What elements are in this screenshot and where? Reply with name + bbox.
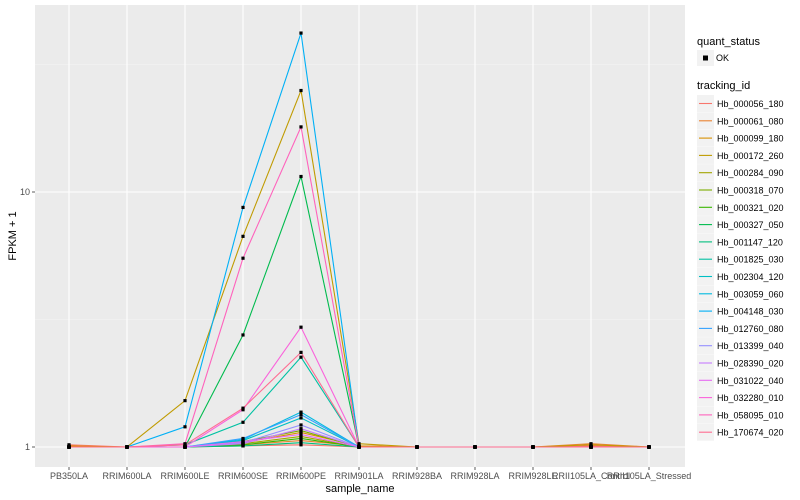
legend-label: Hb_012760_080 [717,324,784,334]
x-tick-label: RRIM600LA [102,471,151,481]
x-tick-label: RRIM600LE [160,471,209,481]
data-point [241,442,245,446]
legend-label: Hb_000172_260 [717,151,784,161]
legend-label: Hb_170674_020 [717,428,784,438]
data-point [299,428,303,433]
legend-label: Hb_000061_080 [717,116,784,126]
data-point [357,445,361,449]
legend-label: Hb_058095_010 [717,410,784,420]
x-tick-label: RRII105LA_Control [552,471,630,481]
legend-label: Hb_031022_040 [717,376,784,386]
legend-label: Hb_013399_040 [717,341,784,351]
data-point [183,445,187,449]
data-point [299,174,303,179]
data-point [589,445,593,449]
legend-label: Hb_032280_010 [717,393,784,403]
panel-background [35,5,685,467]
data-point [589,443,593,447]
data-point [357,442,361,446]
data-point [241,234,245,238]
x-tick-label: PB350LA [50,471,88,481]
data-point [299,438,303,443]
data-point [299,325,303,329]
legend-label: Hb_004148_030 [717,307,784,317]
y-tick-label: 10 [20,187,30,197]
data-point [241,444,245,448]
data-point [299,88,303,93]
data-point [299,412,303,417]
data-point [125,445,129,449]
legend-label: Hb_003059_060 [717,289,784,299]
data-point [241,256,245,260]
x-tick-label: RRIM928LA [450,471,499,481]
legend-label: Hb_000284_090 [717,168,784,178]
legend-label: Hb_000099_180 [717,134,784,144]
data-point [299,355,303,359]
data-point [241,436,245,441]
y-axis-title: FPKM + 1 [7,211,19,260]
legend-label: Hb_002304_120 [717,272,784,282]
x-tick-label: RRIM600SE [218,471,268,481]
data-point [241,439,245,444]
data-point [183,443,187,447]
legend-label: Hb_001825_030 [717,255,784,265]
data-point [299,432,303,437]
x-axis: PB350LA RRIM600LA RRIM600LE RRIM600SE RRIM60… [50,467,691,481]
data-point [299,423,303,427]
data-point [531,445,535,449]
legend-label: Hb_000327_050 [717,220,784,230]
x-tick-label: RRII105LA_Stressed [607,471,692,481]
legend-label: Hb_000321_020 [717,203,784,213]
data-point [299,434,303,439]
legend-label: Hb_001147_120 [717,237,783,247]
x-axis-title: sample_name [325,483,394,495]
data-point [299,441,303,445]
grid-major [35,5,685,467]
legend-ok-marker [703,55,708,61]
data-point [183,425,187,429]
y-tick-label: 1 [25,442,30,452]
legend-tracking-title: tracking_id [697,80,750,92]
legend-quant-status-title: quant_status [697,36,760,48]
data-point [299,416,303,420]
data-point [299,350,303,354]
x-tick-label: RRIM600PE [276,471,326,481]
legend-label: Hb_000056_180 [717,99,784,109]
legend-items: Hb_000056_180 Hb_000061_080 Hb_000099_180 H… [697,95,784,441]
data-point [183,399,187,403]
x-tick-label: RRIM901LA [334,471,383,481]
data-point [241,420,245,424]
data-point [299,427,303,431]
data-point [299,31,303,35]
legend-label: Hb_000318_070 [717,186,784,196]
y-axis: 1 10 [20,187,35,452]
data-point [299,443,303,447]
grid-minor [35,64,685,320]
data-point [67,445,71,449]
data-point [241,205,245,210]
legend-ok-label: OK [716,53,729,63]
data-point [241,406,245,410]
data-point [299,436,303,441]
data-point [415,445,419,449]
data-point [473,445,477,449]
x-tick-label: RRIM928BA [392,471,442,481]
legend-quant-status: quant_status OK [697,36,760,66]
series-points [67,31,651,449]
legend-tracking-id: tracking_id Hb_000056_180Hb_000061_080Hb… [697,80,784,441]
data-point [241,333,245,337]
data-point [299,125,303,129]
legend-label: Hb_028390_020 [717,359,784,369]
x-tick-label: RRIM928LE [508,471,557,481]
data-point [299,430,303,435]
data-point [299,410,303,414]
data-point [647,445,651,449]
